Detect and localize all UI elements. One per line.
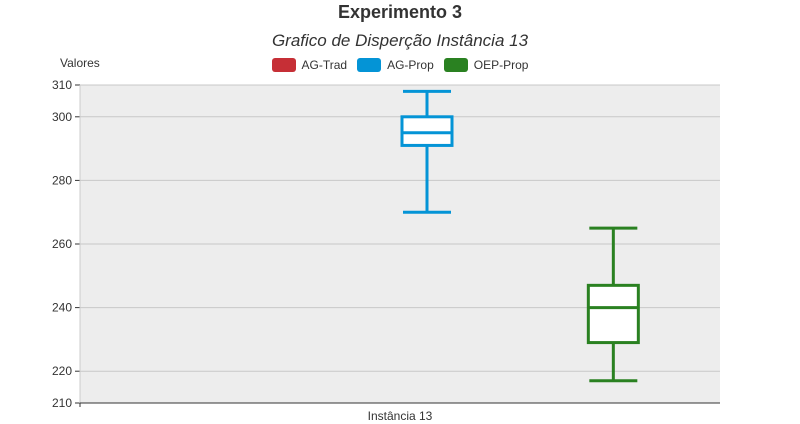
- legend-swatch-ag-prop: [357, 58, 382, 72]
- y-tick-label-310: 310: [52, 78, 72, 92]
- box-oep-prop: [586, 283, 640, 345]
- legend-label-ag-trad: AG-Trad: [301, 58, 348, 72]
- y-tick-label-280: 280: [52, 173, 72, 187]
- legend-label-oep-prop: OEP-Prop: [473, 58, 529, 72]
- y-tick-label-220: 220: [52, 364, 72, 378]
- y-tick-label-300: 300: [52, 110, 72, 124]
- chart-subtitle: Grafico de Disperção Instância 13: [271, 31, 529, 50]
- legend-label-ag-prop: AG-Prop: [387, 58, 434, 72]
- legend-swatch-ag-trad: [271, 58, 296, 72]
- legend-item-ag-prop[interactable]: AG-Prop: [357, 58, 434, 72]
- y-tick-label-240: 240: [52, 301, 72, 315]
- legend-swatch-oep-prop: [443, 58, 468, 72]
- legend-item-ag-trad[interactable]: AG-Trad: [271, 58, 348, 72]
- y-tick-label-210: 210: [52, 396, 72, 410]
- legend: AG-Trad AG-Prop OEP-Prop: [0, 58, 800, 72]
- y-tick-label-260: 260: [52, 237, 72, 251]
- chart-title: Experimento 3: [337, 2, 463, 22]
- y-axis-label: Valores: [60, 56, 100, 70]
- box-ag-prop: [400, 115, 454, 147]
- legend-item-oep-prop[interactable]: OEP-Prop: [443, 58, 529, 72]
- x-tick-label: Instância 13: [368, 409, 433, 423]
